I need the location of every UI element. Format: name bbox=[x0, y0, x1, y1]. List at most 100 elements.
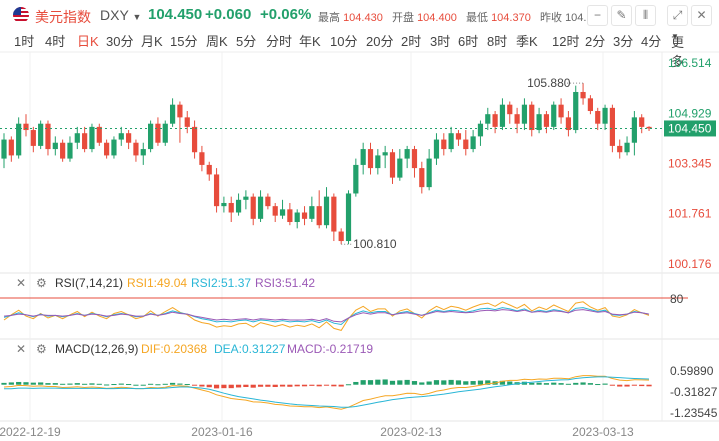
macd-bar bbox=[1, 382, 7, 385]
candle bbox=[272, 206, 278, 216]
candle bbox=[595, 111, 601, 124]
tab-timeshare[interactable]: 分时 bbox=[266, 34, 293, 49]
candle bbox=[52, 142, 58, 150]
settings-icon[interactable]: ⚙ bbox=[36, 276, 47, 290]
tab-4h[interactable]: 4时 bbox=[45, 34, 66, 49]
collapse-icon[interactable]: ✕ bbox=[16, 276, 26, 290]
tab-2h[interactable]: 2时 bbox=[401, 34, 422, 49]
candle bbox=[441, 139, 447, 150]
candle bbox=[624, 142, 630, 153]
x-tick-label: 2023-02-13 bbox=[380, 425, 442, 439]
tab-5m[interactable]: 5分 bbox=[236, 34, 257, 49]
instrument-symbol[interactable]: DXY ▼ bbox=[100, 7, 142, 23]
chevron-down-icon[interactable]: ▼ bbox=[132, 12, 142, 22]
macd-bar bbox=[118, 383, 124, 385]
candle bbox=[404, 149, 410, 159]
tab-8h[interactable]: 8时 bbox=[487, 34, 508, 49]
macd-bar bbox=[441, 380, 447, 385]
dea-line bbox=[4, 376, 650, 408]
candle bbox=[126, 133, 132, 143]
candle bbox=[111, 139, 117, 156]
candle bbox=[419, 168, 425, 188]
macd-bar bbox=[228, 384, 234, 389]
chevron-down-icon: ▼ bbox=[671, 32, 679, 41]
candle bbox=[301, 212, 308, 219]
tab-weekly[interactable]: 周K bbox=[206, 34, 228, 49]
candle bbox=[353, 164, 359, 194]
candle bbox=[507, 104, 513, 115]
tab-monthly[interactable]: 月K bbox=[141, 34, 163, 49]
tab-3h[interactable]: 3时 bbox=[430, 34, 451, 49]
candle bbox=[375, 155, 381, 169]
macd-bar bbox=[45, 383, 51, 385]
candle bbox=[89, 126, 95, 150]
tab-2m[interactable]: 2分 bbox=[585, 34, 606, 49]
candle bbox=[529, 104, 535, 131]
macd-bar bbox=[353, 381, 359, 385]
tab-6h[interactable]: 6时 bbox=[458, 34, 479, 49]
candle bbox=[1, 139, 7, 159]
macd-bar bbox=[243, 384, 249, 388]
macd-bar bbox=[155, 384, 161, 386]
high-stat: 最高 104.430 bbox=[318, 12, 383, 24]
tab-quarterly[interactable]: 季K bbox=[516, 34, 538, 49]
price-change-pct: +0.06% bbox=[260, 6, 312, 23]
macd-bar bbox=[389, 380, 396, 385]
tab-20m[interactable]: 20分 bbox=[366, 34, 394, 49]
x-tick-label: 2022-12-19 bbox=[0, 425, 61, 439]
tab-daily[interactable]: 日K bbox=[77, 34, 99, 49]
min-annotation: 100.810 bbox=[353, 237, 397, 251]
y-tick-label: 103.345 bbox=[668, 157, 712, 171]
split-icon[interactable]: ⫴ bbox=[635, 5, 656, 26]
tab-4m[interactable]: 4分 bbox=[641, 34, 662, 49]
tab-yearly[interactable]: 年K bbox=[299, 34, 321, 49]
tab-30m[interactable]: 30分 bbox=[106, 34, 134, 49]
candle bbox=[316, 206, 322, 226]
candle bbox=[133, 142, 139, 156]
candle bbox=[184, 117, 190, 127]
candle bbox=[16, 123, 22, 156]
collapse-icon[interactable]: ✕ bbox=[16, 342, 26, 356]
max-annotation: 105.880 bbox=[527, 76, 571, 90]
macd-bar bbox=[558, 383, 564, 385]
edit-icon[interactable]: ✎ bbox=[611, 5, 632, 26]
macd-bar bbox=[279, 384, 286, 387]
macd-bar bbox=[316, 384, 322, 387]
tab-10m[interactable]: 10分 bbox=[330, 34, 358, 49]
close-icon[interactable]: ✕ bbox=[691, 5, 712, 26]
macd-bar bbox=[30, 382, 36, 385]
candle bbox=[558, 104, 564, 118]
tab-12h[interactable]: 12时 bbox=[552, 34, 580, 49]
candle bbox=[470, 136, 476, 150]
tab-1h[interactable]: 1时 bbox=[14, 34, 35, 49]
candle bbox=[602, 107, 608, 124]
price-change: +0.060 bbox=[205, 6, 252, 23]
candle bbox=[426, 158, 432, 188]
macd-bar bbox=[536, 382, 542, 385]
expand-icon[interactable]: ⤢ bbox=[667, 5, 688, 26]
macd-bar bbox=[543, 383, 550, 385]
candle bbox=[382, 152, 388, 156]
instrument-name[interactable]: 美元指数 bbox=[35, 9, 91, 25]
macd-bar bbox=[169, 382, 176, 385]
macd-bar bbox=[177, 383, 183, 385]
candle bbox=[96, 126, 102, 143]
macd-bar bbox=[235, 384, 242, 388]
macd-bar bbox=[404, 379, 410, 385]
macd-bar bbox=[133, 384, 139, 386]
rsi3-legend: RSI3:51.42 bbox=[255, 276, 315, 290]
settings-icon[interactable]: ⚙ bbox=[36, 342, 47, 356]
macd-bar bbox=[111, 384, 117, 386]
candle bbox=[74, 133, 80, 143]
tab-3m[interactable]: 3分 bbox=[613, 34, 634, 49]
candle bbox=[155, 123, 161, 143]
macd-bar bbox=[265, 384, 271, 387]
period-tabs: 1时 4时 日K 30分 月K 15分 周K 5分 分时 年K 10分 20分 … bbox=[14, 32, 685, 69]
macd-bar bbox=[587, 383, 593, 385]
macd-bar bbox=[360, 380, 366, 385]
tab-15m[interactable]: 15分 bbox=[170, 34, 198, 49]
macd-bar bbox=[331, 384, 337, 387]
candle bbox=[118, 133, 124, 140]
minus-icon[interactable]: − bbox=[587, 5, 608, 26]
